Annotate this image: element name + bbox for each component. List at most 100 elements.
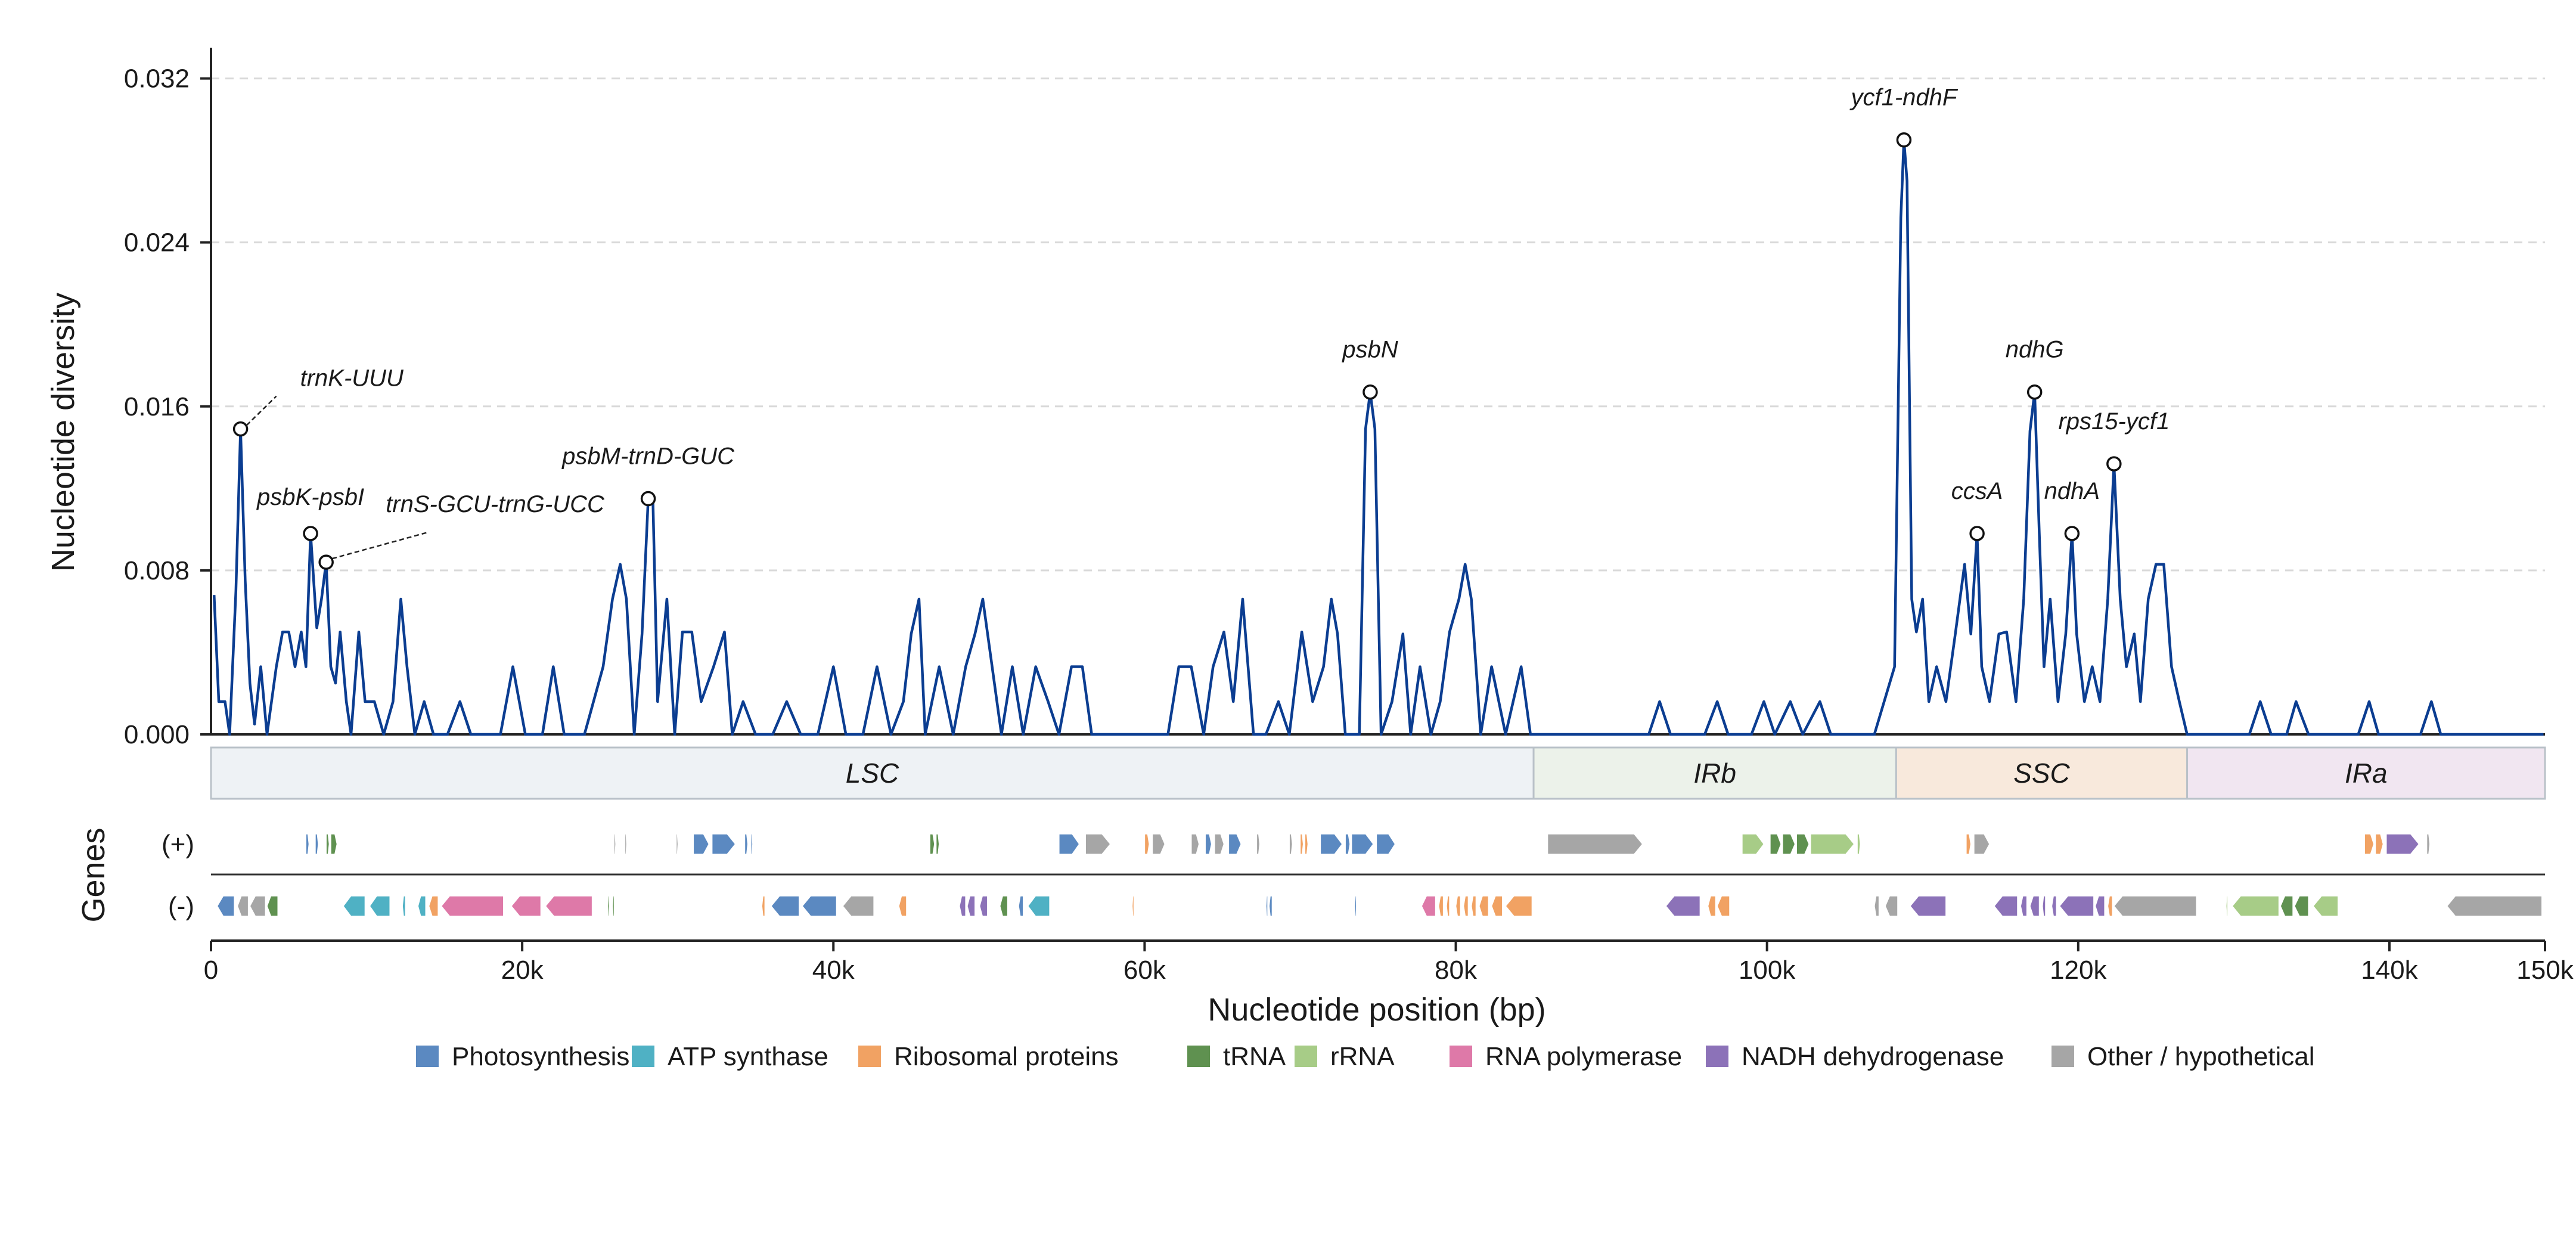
gene-arrow — [1345, 833, 1351, 855]
gene-arrow — [325, 833, 330, 855]
x-tick-label: 140k — [2361, 956, 2418, 985]
gene-arrow — [1491, 895, 1503, 917]
gene-arrow — [2094, 895, 2105, 917]
genome-regions: LSC IRb SSC IRa — [210, 746, 2546, 800]
gene-arrow — [612, 895, 615, 917]
gene-arrow — [237, 895, 249, 917]
gene-arrow — [929, 833, 935, 855]
x-tick-label: 120k — [2050, 956, 2107, 985]
x-tick-label: 100k — [1739, 956, 1796, 985]
gene-arrow — [1707, 895, 1717, 917]
legend-item-label: RNA polymerase — [1485, 1042, 1682, 1071]
region-box-lsc — [210, 746, 1535, 800]
peak-annotation-label: psbM-trnD-GUC — [561, 443, 735, 470]
gene-arrow — [1265, 895, 1268, 917]
gene-arrow — [510, 895, 542, 917]
x-tick-label: 80k — [1435, 956, 1478, 985]
gene-arrow — [744, 833, 749, 855]
region-label-ira: IRa — [2345, 758, 2388, 789]
y-tick-label: 0.008 — [124, 556, 190, 585]
peak-marker — [303, 526, 318, 541]
gene-arrow — [898, 895, 907, 917]
gene-arrow — [1885, 895, 1898, 917]
gene-arrow — [305, 833, 310, 855]
legend: Photosynthesis ATP synthase Ribosomal prot… — [416, 1042, 2315, 1071]
gene-arrow — [1190, 833, 1200, 855]
legend-swatch — [858, 1046, 881, 1067]
gene-arrow — [1446, 895, 1450, 917]
plus-strand-label: (+) — [162, 830, 194, 859]
gene-arrow — [711, 833, 736, 855]
gene-arrow — [440, 895, 504, 917]
gene-arrow — [2051, 895, 2057, 917]
gene-arrow — [1857, 833, 1861, 855]
legend-swatch — [1187, 1046, 1210, 1067]
legend-item-label: rRNA — [1330, 1042, 1395, 1071]
gene-arrow — [1874, 895, 1880, 917]
gene-arrow — [2113, 895, 2197, 917]
gene-arrow — [750, 833, 753, 855]
gene-arrow — [1966, 833, 1972, 855]
y-tick-label: 0.032 — [124, 64, 190, 94]
peak-marker — [232, 421, 249, 437]
gene-track-title: Genes — [76, 827, 111, 922]
peak-marker — [1363, 384, 1378, 400]
axes — [210, 48, 2545, 942]
region-box-ira — [2186, 746, 2546, 800]
gene-arrow — [2107, 895, 2113, 917]
gene-arrow — [693, 833, 710, 855]
gene-arrow — [2426, 833, 2431, 855]
legend-item-label: ATP synthase — [668, 1042, 828, 1071]
gene-arrow — [1810, 833, 1855, 855]
peak-annotation-label: trnS-GCU-trnG-UCC — [386, 491, 605, 517]
annotation-leader — [331, 531, 428, 560]
peak-marker — [1896, 132, 1912, 148]
gene-arrow — [2232, 895, 2280, 917]
gene-arrow — [999, 895, 1008, 917]
gene-arrow — [1796, 833, 1810, 855]
gene-arrow — [979, 895, 988, 917]
legend-item-label: NADH dehydrogenase — [1742, 1042, 2004, 1071]
gene-arrow — [1438, 895, 1444, 917]
gene-arrow — [1665, 895, 1701, 917]
gene-arrow — [1973, 833, 1990, 855]
gene-arrow — [2041, 895, 2046, 917]
gene-arrow — [958, 895, 966, 917]
gene-arrow — [1228, 833, 1242, 855]
peak-annotation-label: psbK-psbI — [256, 484, 364, 510]
x-tick-label: 150k — [2516, 956, 2574, 985]
peak-marker — [318, 554, 334, 570]
x-ticks: 0 20k 40k 60k 80k 100k 120k 150k 140k — [204, 941, 2574, 985]
legend-item-label: tRNA — [1223, 1042, 1286, 1071]
gene-arrow — [1059, 833, 1080, 855]
diversity-line — [212, 138, 2544, 736]
gene-arrow — [2226, 895, 2229, 917]
gene-arrow — [607, 895, 610, 917]
gene-arrow — [1304, 833, 1309, 855]
x-tick-label: 60k — [1123, 956, 1166, 985]
gene-arrow — [545, 895, 593, 917]
gene-arrow — [1018, 895, 1024, 917]
y-axis-title: Nucleotide diversity — [45, 293, 81, 572]
peak-annotation-label: ndhA — [2044, 478, 2100, 504]
region-label-ssc: SSC — [2013, 758, 2070, 789]
gene-arrow — [1205, 833, 1212, 855]
gene-arrow — [1299, 833, 1304, 855]
gene-arrow — [935, 833, 940, 855]
gene-arrow — [428, 895, 439, 917]
annotation-leader — [246, 395, 277, 426]
gene-arrow — [1354, 895, 1357, 917]
gene-arrow — [1376, 833, 1396, 855]
gene-arrow — [1909, 895, 1947, 917]
x-tick-label: 40k — [812, 956, 855, 985]
gene-arrow — [1289, 833, 1293, 855]
peak-marker — [2106, 456, 2122, 472]
legend-item-label: Other / hypothetical — [2087, 1042, 2315, 1071]
gene-arrow — [1268, 895, 1273, 917]
gene-arrow — [967, 895, 976, 917]
gene-arrow — [249, 895, 266, 917]
legend-swatch — [1295, 1046, 1317, 1067]
region-label-lsc: LSC — [846, 758, 899, 789]
peak-annotation-label: ccsA — [1951, 478, 2003, 504]
gene-arrow — [2375, 833, 2384, 855]
